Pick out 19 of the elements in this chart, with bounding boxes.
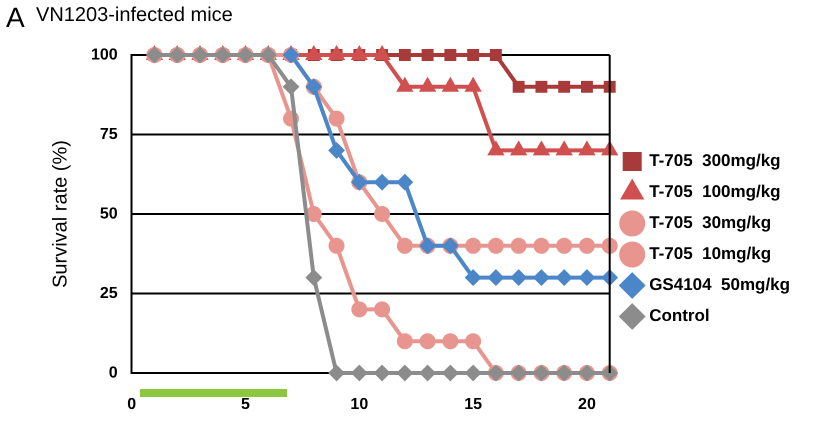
y-tick-label: 50 — [100, 205, 118, 222]
chart-title: VN1203-infected mice — [36, 4, 233, 27]
text: A — [6, 2, 25, 34]
x-tick-label: 20 — [578, 396, 596, 414]
x-tick-label: 0 — [127, 396, 136, 414]
legend-label: T-705 100mg/kg — [649, 182, 781, 202]
x-tick-label: 5 — [241, 396, 250, 414]
legend-label: T-705 300mg/kg — [649, 151, 781, 170]
legend-label: T-705 30mg/kg — [649, 213, 772, 232]
legend-label: T-705 10mg/kg — [649, 244, 772, 264]
legend-label: GS4104 50mg/kg — [649, 275, 790, 294]
y-tick-label: 75 — [100, 126, 118, 143]
y-tick-label: 100 — [90, 46, 118, 64]
x-tick-label: 15 — [464, 396, 482, 414]
x-tick-label: 10 — [350, 396, 368, 414]
y-axis-title: Survival rate (%) — [50, 140, 72, 288]
y-tick-label: 0 — [108, 364, 118, 382]
legend-label: Control — [649, 306, 710, 326]
y-tick-label: 25 — [100, 284, 118, 302]
